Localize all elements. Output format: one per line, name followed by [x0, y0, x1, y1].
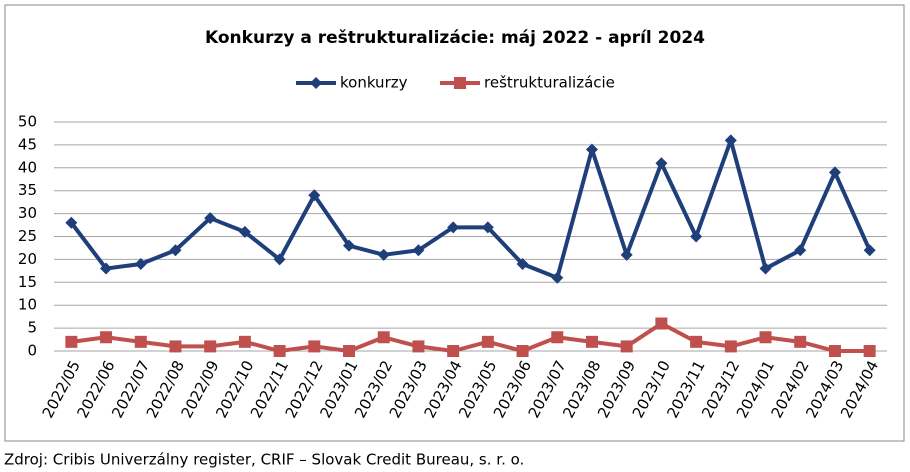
data-point: [412, 244, 425, 257]
data-point: [377, 248, 390, 261]
data-point: [308, 340, 321, 353]
y-tick-label: 0: [27, 342, 37, 360]
data-point: [238, 225, 251, 238]
data-point: [169, 340, 182, 353]
y-tick-label: 40: [18, 158, 37, 176]
data-point: [65, 335, 78, 348]
legend-marker: [454, 77, 466, 89]
data-point: [828, 345, 841, 357]
y-tick-label: 10: [18, 296, 37, 314]
y-tick-label: 45: [18, 135, 37, 153]
data-point: [447, 221, 460, 234]
data-point: [134, 257, 147, 270]
data-point: [690, 335, 703, 348]
y-tick-label: 25: [18, 227, 37, 245]
data-point: [759, 262, 772, 275]
data-point: [516, 345, 529, 357]
y-tick-label: 30: [18, 204, 37, 222]
data-point: [551, 331, 564, 344]
data-point: [100, 331, 113, 344]
data-point: [481, 335, 494, 348]
legend-label: konkurzy: [340, 74, 408, 92]
y-tick-label: 35: [18, 181, 37, 199]
data-point: [65, 216, 78, 229]
data-point: [134, 335, 147, 348]
data-point: [794, 335, 807, 348]
data-point: [169, 244, 182, 257]
data-point: [377, 331, 390, 344]
y-tick-label: 20: [18, 250, 37, 268]
series-line: [69, 138, 872, 280]
data-point: [690, 230, 703, 243]
y-tick-label: 50: [18, 113, 37, 131]
data-point: [204, 340, 217, 353]
data-point: [759, 331, 772, 344]
y-tick-label: 15: [18, 273, 37, 291]
data-point: [551, 271, 564, 284]
data-point: [828, 166, 841, 179]
data-point: [308, 189, 321, 202]
data-point: [655, 317, 668, 330]
data-point: [343, 239, 356, 252]
legend-label: reštrukturalizácie: [484, 74, 615, 92]
data-point: [343, 345, 356, 357]
data-point: [412, 340, 425, 353]
data-point: [204, 212, 217, 225]
data-point: [655, 157, 668, 170]
data-point: [238, 335, 251, 348]
y-tick-label: 5: [27, 319, 37, 337]
data-point: [481, 221, 494, 234]
data-point: [620, 248, 633, 261]
data-point: [447, 345, 460, 357]
data-point: [724, 134, 737, 147]
source-note: Zdroj: Cribis Univerzálny register, CRIF…: [4, 451, 524, 469]
data-point: [724, 340, 737, 353]
data-point: [100, 262, 113, 275]
data-point: [863, 345, 876, 357]
data-point: [516, 257, 529, 270]
data-point: [273, 253, 286, 266]
legend-marker: [310, 77, 322, 89]
data-point: [794, 244, 807, 257]
data-point: [620, 340, 633, 353]
data-point: [585, 143, 598, 156]
chart-title: Konkurzy a reštrukturalizácie: máj 2022 …: [205, 28, 705, 48]
data-point: [863, 244, 876, 257]
data-point: [273, 345, 286, 357]
data-point: [585, 335, 598, 348]
